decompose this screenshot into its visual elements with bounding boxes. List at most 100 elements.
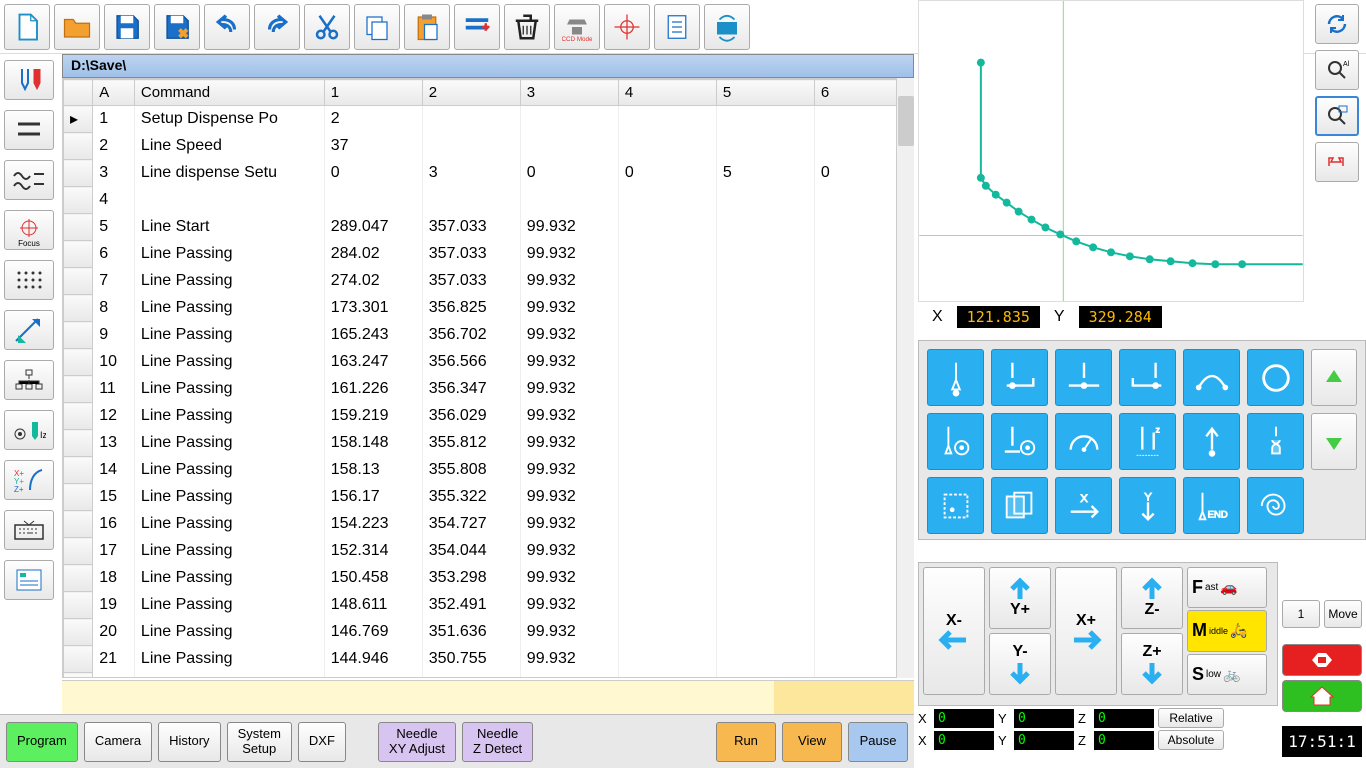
insert-row-button[interactable] — [454, 4, 500, 50]
bottom-bar: Program Camera History System Setup DXF … — [0, 714, 914, 768]
view-button[interactable]: View — [782, 722, 842, 762]
left-sidebar: Focus Iz X+Y+Z+ — [0, 54, 62, 714]
x-coord-label: X — [932, 308, 943, 326]
wait-button[interactable] — [1247, 413, 1304, 470]
path-preview[interactable] — [918, 0, 1304, 302]
paste-button[interactable] — [404, 4, 450, 50]
speed-slow-button[interactable]: Slow🚲 — [1187, 654, 1267, 695]
pause-button[interactable]: Pause — [848, 722, 908, 762]
screen-sync-button[interactable] — [704, 4, 750, 50]
hierarchy-button[interactable] — [4, 360, 54, 400]
jog-z-plus-button[interactable]: Z+ — [1121, 633, 1183, 695]
jog-panel: X- Y+ X+ Z- Fast🚗 Middle🛵 Slow🚲 Y- Z+ — [918, 562, 1278, 706]
z-clearance-button[interactable]: z — [1119, 413, 1176, 470]
spiral-button[interactable] — [1247, 477, 1304, 534]
point-dispense-button[interactable] — [927, 349, 984, 406]
emergency-controls — [1282, 644, 1362, 712]
camera-tab-button[interactable]: Camera — [84, 722, 152, 762]
save-as-button[interactable] — [154, 4, 200, 50]
jog-y-plus-button[interactable]: Y+ — [989, 567, 1051, 629]
retract-button[interactable] — [1183, 413, 1240, 470]
zoom-select-button[interactable] — [1315, 96, 1359, 136]
line-passing-button[interactable] — [1055, 349, 1112, 406]
zoom-all-button[interactable]: All — [1315, 50, 1359, 90]
parallel-lines-button[interactable] — [4, 110, 54, 150]
svg-text:Y: Y — [1144, 491, 1152, 503]
status-strip — [62, 680, 914, 714]
x-coord-value: 121.835 — [957, 306, 1040, 328]
dot-matrix-button[interactable] — [4, 260, 54, 300]
run-button[interactable]: Run — [716, 722, 776, 762]
program-list-button[interactable] — [4, 560, 54, 600]
select-area-button[interactable] — [927, 477, 984, 534]
refresh-preview-button[interactable] — [1315, 4, 1359, 44]
crosshair-button[interactable] — [604, 4, 650, 50]
path-bar: D:\Save\ — [62, 54, 914, 78]
document-button[interactable] — [654, 4, 700, 50]
cut-button[interactable] — [304, 4, 350, 50]
z-settings-button[interactable]: Iz — [4, 410, 54, 450]
y-coord-value: 329.284 — [1079, 306, 1162, 328]
system-setup-button[interactable]: System Setup — [227, 722, 292, 762]
end-program-button[interactable]: END — [1183, 477, 1240, 534]
keyboard-button[interactable] — [4, 510, 54, 550]
focus-button[interactable]: Focus — [4, 210, 54, 250]
jog-z-minus-button[interactable]: Z- — [1121, 567, 1183, 629]
speed-middle-button[interactable]: Middle🛵 — [1187, 610, 1267, 651]
xyz-offset-button[interactable]: X+Y+Z+ — [4, 460, 54, 500]
y-coord-label: Y — [1054, 308, 1065, 326]
undo-button[interactable] — [204, 4, 250, 50]
needle-z-button[interactable]: Needle Z Detect — [462, 722, 533, 762]
jog-x-plus-button[interactable]: X+ — [1055, 567, 1117, 695]
new-file-button[interactable] — [4, 4, 50, 50]
y-offset-button[interactable]: Y — [1119, 477, 1176, 534]
rotate-button[interactable] — [1315, 142, 1359, 182]
svg-text:All: All — [1343, 61, 1349, 68]
needle-xy-button[interactable]: Needle XY Adjust — [378, 722, 456, 762]
step-value-button[interactable]: 1 — [1282, 600, 1320, 628]
line-end-button[interactable] — [1119, 349, 1176, 406]
speed-fast-button[interactable]: Fast🚗 — [1187, 567, 1267, 608]
svg-text:z: z — [1155, 424, 1159, 434]
move-button[interactable]: Move — [1324, 600, 1362, 628]
program-tab-button[interactable]: Program — [6, 722, 78, 762]
main-area: D:\Save\ ACommand123456 ▸1Setup Dispense… — [62, 54, 914, 714]
layer-button[interactable] — [991, 477, 1048, 534]
stop-button[interactable] — [1282, 644, 1362, 676]
palette-down-button[interactable] — [1311, 413, 1357, 470]
vertical-scrollbar[interactable] — [896, 78, 914, 678]
home-button[interactable] — [1282, 680, 1362, 712]
preview-panel: All X 121.835 Y 329.284 — [918, 0, 1366, 332]
save-button[interactable] — [104, 4, 150, 50]
arc-button[interactable] — [1183, 349, 1240, 406]
svg-text:X: X — [1080, 493, 1088, 505]
ccd-mode-button[interactable]: CCD Mode — [554, 4, 600, 50]
svg-text:Iz: Iz — [40, 430, 46, 440]
x-offset-button[interactable]: X — [1055, 477, 1112, 534]
measure-button[interactable] — [4, 310, 54, 350]
wave-lines-button[interactable] — [4, 160, 54, 200]
line-settings-button[interactable] — [991, 413, 1048, 470]
palette-up-button[interactable] — [1311, 349, 1357, 406]
svg-text:CCD Mode: CCD Mode — [562, 36, 592, 42]
dispense-tool-button[interactable] — [4, 60, 54, 100]
open-file-button[interactable] — [54, 4, 100, 50]
history-tab-button[interactable]: History — [158, 722, 220, 762]
clock-display: 17:51:1 — [1282, 726, 1362, 757]
copy-button[interactable] — [354, 4, 400, 50]
speed-gauge-button[interactable] — [1055, 413, 1112, 470]
delete-button[interactable] — [504, 4, 550, 50]
dispense-settings-button[interactable] — [927, 413, 984, 470]
jog-y-minus-button[interactable]: Y- — [989, 633, 1051, 695]
line-start-button[interactable] — [991, 349, 1048, 406]
command-table[interactable]: ACommand123456 ▸1Setup Dispense Po22Line… — [62, 78, 914, 678]
svg-text:Z+: Z+ — [14, 485, 24, 494]
dxf-button[interactable]: DXF — [298, 722, 346, 762]
move-step-controls: 1 Move — [1282, 600, 1362, 628]
draw-palette: z X Y END — [918, 340, 1366, 540]
circle-button[interactable] — [1247, 349, 1304, 406]
jog-x-minus-button[interactable]: X- — [923, 567, 985, 695]
svg-text:END: END — [1207, 509, 1227, 520]
redo-button[interactable] — [254, 4, 300, 50]
coordinate-display: X 121.835 Y 329.284 — [932, 306, 1162, 328]
